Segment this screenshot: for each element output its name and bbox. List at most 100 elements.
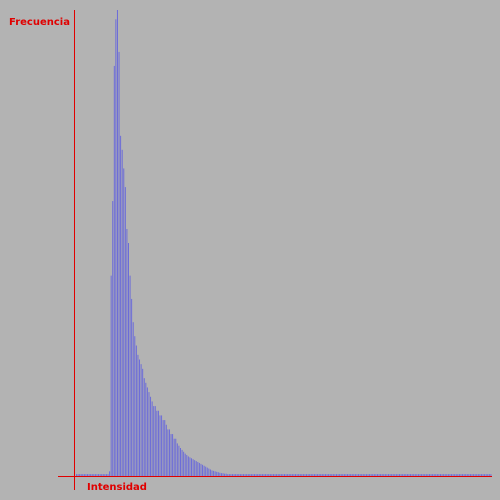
- histogram-bar: [227, 474, 229, 476]
- histogram-bar: [249, 474, 251, 476]
- histogram-bar: [263, 474, 265, 476]
- histogram-bar: [274, 474, 276, 476]
- histogram-bar: [432, 474, 434, 476]
- histogram-bar: [457, 474, 459, 476]
- histogram-bar: [378, 474, 380, 476]
- histogram-bar: [154, 406, 156, 476]
- histogram-bar: [101, 474, 103, 476]
- histogram-bar: [246, 474, 248, 476]
- histogram-bar: [254, 474, 256, 476]
- histogram-bar: [296, 474, 298, 476]
- y-axis-label: Frecuencia: [9, 17, 70, 28]
- histogram-bar: [356, 474, 358, 476]
- histogram-bar: [293, 474, 295, 476]
- histogram-bar: [172, 434, 174, 476]
- histogram-bar: [124, 187, 126, 476]
- histogram-bar: [165, 424, 167, 476]
- histogram-bar: [183, 451, 185, 476]
- histogram-bar: [258, 474, 260, 476]
- histogram-bar: [358, 474, 360, 476]
- histogram-bar: [329, 474, 331, 476]
- histogram-bar: [268, 474, 270, 476]
- histogram-bar: [388, 474, 389, 476]
- histogram-bar: [241, 474, 243, 476]
- histogram-bar: [410, 474, 412, 476]
- histogram-bar: [444, 474, 446, 476]
- histogram-bar: [90, 474, 92, 476]
- histogram-bar: [419, 474, 421, 476]
- histogram-bar: [428, 474, 430, 476]
- histogram-bar: [113, 65, 115, 477]
- histogram-bar: [307, 474, 309, 476]
- histogram-bar: [411, 474, 413, 476]
- histogram-bar: [271, 474, 273, 476]
- histogram-bar: [347, 474, 349, 476]
- histogram-bar: [98, 474, 100, 476]
- histogram-bar: [134, 336, 136, 476]
- histogram-bar: [228, 474, 230, 476]
- histogram-bar: [276, 474, 278, 476]
- histogram-bar: [406, 474, 408, 476]
- histogram-bar: [332, 474, 334, 476]
- histogram-bar: [148, 392, 150, 476]
- histogram-bar: [365, 474, 367, 476]
- histogram-bar: [162, 420, 164, 476]
- histogram-bar: [216, 471, 218, 476]
- histogram-bar: [285, 474, 287, 476]
- histogram-bar: [384, 474, 386, 476]
- histogram-bar: [443, 474, 445, 476]
- histogram-bar: [280, 474, 282, 476]
- histogram-bar: [369, 474, 371, 476]
- histogram-bar: [376, 474, 378, 476]
- histogram-bar: [140, 364, 142, 476]
- histogram-bar: [93, 474, 95, 476]
- histogram-bar: [120, 135, 122, 476]
- histogram-bar: [425, 474, 427, 476]
- histogram-bar: [87, 474, 89, 476]
- histogram-bar: [463, 474, 465, 476]
- histogram-bar: [260, 474, 262, 476]
- histogram-bar: [128, 243, 129, 476]
- histogram-bar: [151, 401, 153, 476]
- histogram-bar: [91, 474, 93, 476]
- histogram-bar: [348, 474, 350, 476]
- histogram-bar: [452, 474, 454, 476]
- histogram-bar: [164, 420, 166, 476]
- histogram-bar: [342, 474, 344, 476]
- histogram-bar: [392, 474, 394, 476]
- histogram-bar: [351, 474, 353, 476]
- histogram-bar: [490, 474, 492, 476]
- histogram-bar: [291, 474, 293, 476]
- histogram-bar: [76, 474, 77, 476]
- histogram-bar: [477, 474, 479, 476]
- histogram-bar: [416, 474, 418, 476]
- histogram-bar: [324, 474, 326, 476]
- histogram-bar: [143, 378, 145, 476]
- histogram-bar: [213, 470, 215, 476]
- histogram-bar: [198, 462, 200, 476]
- histogram-bar: [168, 429, 170, 476]
- histogram-bar: [301, 474, 303, 476]
- histogram-bar: [435, 474, 437, 476]
- histogram-bar: [211, 470, 213, 476]
- histogram-bar: [309, 474, 311, 476]
- histogram-bar: [178, 445, 180, 476]
- histogram-bar: [232, 474, 233, 476]
- histogram-bar: [473, 474, 475, 476]
- histogram-bar: [320, 474, 322, 476]
- histogram-bar: [302, 474, 304, 476]
- histogram-bar: [471, 474, 473, 476]
- histogram-bar: [126, 229, 128, 476]
- histogram-bar: [340, 474, 342, 476]
- histogram-bar: [321, 474, 323, 476]
- histogram-bar: [266, 474, 268, 476]
- histogram-bar: [209, 469, 211, 476]
- histogram-bar: [326, 474, 328, 476]
- histogram-bar: [187, 456, 189, 476]
- histogram-bar: [247, 474, 249, 476]
- histogram-bar: [479, 474, 481, 476]
- histogram-bar: [170, 434, 172, 476]
- histogram-bar: [194, 460, 196, 476]
